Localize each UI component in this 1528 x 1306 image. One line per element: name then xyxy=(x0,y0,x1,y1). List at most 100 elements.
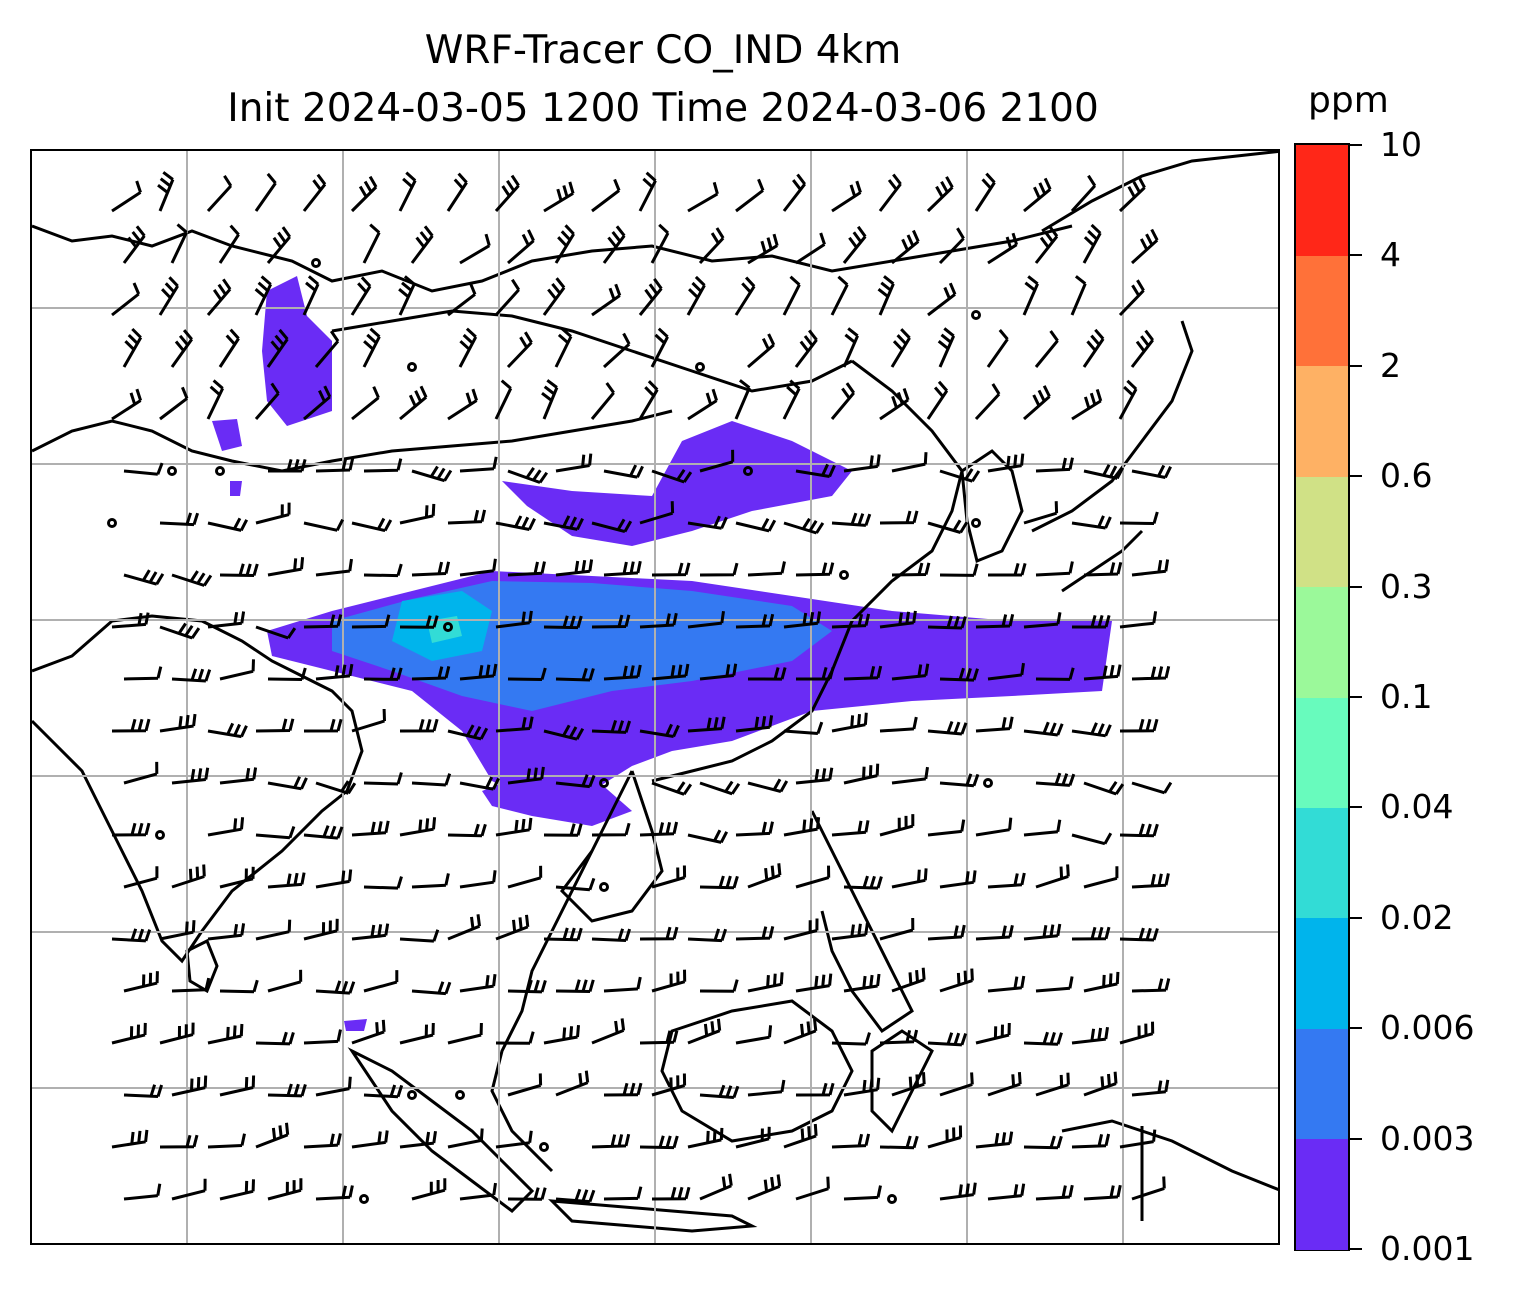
wind-barb xyxy=(267,872,306,889)
wind-barb xyxy=(399,1130,437,1149)
wind-barb xyxy=(207,1023,244,1045)
wind-barb-calm xyxy=(311,258,321,268)
wind-barb xyxy=(638,171,657,212)
wind-barb xyxy=(543,1024,580,1045)
wind-barb xyxy=(207,923,246,941)
wind-barb xyxy=(987,662,1025,681)
wind-barb xyxy=(795,1082,835,1097)
wind-barb xyxy=(207,517,249,532)
wind-barb xyxy=(590,382,615,420)
map-panel xyxy=(30,149,1280,1245)
colorbar xyxy=(1294,143,1350,1251)
wind-barb xyxy=(891,868,928,889)
wind-barb xyxy=(879,814,915,837)
wind-barb xyxy=(351,517,393,533)
wind-barb xyxy=(1131,1079,1170,1097)
colorbar-tick-label: 0.1 xyxy=(1380,677,1433,716)
colorbar-tick-label: 0.001 xyxy=(1380,1229,1475,1268)
wind-barb xyxy=(122,327,143,368)
colorbar-segment xyxy=(1296,1028,1348,1140)
plume-patch-indonesia xyxy=(344,1019,367,1031)
wind-barb-calm xyxy=(455,1090,465,1100)
wind-barb xyxy=(495,716,534,733)
wind-barb xyxy=(507,229,535,265)
wind-barb xyxy=(783,611,822,629)
colorbar-tick xyxy=(1350,1137,1362,1140)
wind-barb-calm xyxy=(599,882,609,892)
wind-barb xyxy=(938,227,965,265)
wind-barb xyxy=(399,385,428,421)
wind-barb xyxy=(411,666,451,681)
wind-barb xyxy=(1119,718,1159,733)
wind-barb xyxy=(843,763,880,785)
wind-barb xyxy=(363,772,403,786)
wind-barb xyxy=(170,223,188,264)
wind-barb xyxy=(939,563,979,577)
wind-barb xyxy=(495,817,533,837)
plume-band-north xyxy=(502,421,852,546)
wind-barb xyxy=(831,820,870,837)
wind-barb xyxy=(638,380,659,420)
wind-barb xyxy=(927,519,969,534)
wind-barb xyxy=(687,610,725,629)
wind-barb xyxy=(651,663,690,681)
wind-barb xyxy=(687,515,728,530)
wind-barb xyxy=(1118,279,1145,317)
wind-barb xyxy=(639,723,680,738)
wind-barb xyxy=(171,1075,208,1097)
plume-patch-small-west xyxy=(212,419,242,451)
wind-barb xyxy=(1119,511,1159,525)
wind-barb-calm xyxy=(443,622,453,632)
wind-barb xyxy=(877,275,895,316)
wind-barb xyxy=(747,1174,782,1201)
wind-barb xyxy=(939,968,974,993)
wind-barb xyxy=(315,1185,354,1201)
wind-barb xyxy=(111,388,143,421)
colorbar-tick-label: 0.02 xyxy=(1380,897,1454,937)
coastline-japan xyxy=(1031,320,1194,593)
wind-barb xyxy=(1023,1031,1063,1046)
wind-barb xyxy=(975,1131,1014,1149)
wind-barb xyxy=(411,561,451,577)
wind-barb xyxy=(783,517,825,535)
wind-barb xyxy=(1071,722,1112,738)
wind-barb xyxy=(1131,781,1173,795)
wind-barb xyxy=(255,919,292,941)
wind-barb xyxy=(411,873,450,889)
wind-barb xyxy=(219,563,259,577)
wind-barb xyxy=(543,724,585,741)
wind-barb xyxy=(302,275,320,316)
wind-barb xyxy=(891,967,926,993)
wind-barb xyxy=(1082,223,1102,264)
wind-barb xyxy=(447,1022,483,1045)
wind-barb xyxy=(891,663,930,681)
wind-barb xyxy=(543,823,583,837)
wind-barb xyxy=(879,716,918,733)
wind-barb xyxy=(650,327,669,368)
wind-barb xyxy=(506,331,533,369)
colorbar-tick-label: 0.3 xyxy=(1380,566,1433,606)
colorbar-tick xyxy=(1350,806,1362,809)
colorbar-segment xyxy=(1296,476,1348,588)
coastline-philippines xyxy=(810,810,914,1034)
wind-barb xyxy=(411,465,453,483)
wind-barb xyxy=(831,922,869,941)
wind-barb xyxy=(591,719,632,734)
wind-barb xyxy=(459,233,491,265)
wind-barb xyxy=(1035,561,1074,577)
wind-barb xyxy=(351,1019,386,1045)
wind-barb xyxy=(398,275,416,316)
wind-barb xyxy=(1023,923,1062,941)
wind-barb xyxy=(939,468,981,483)
wind-barb-calm xyxy=(983,778,993,788)
wind-barb xyxy=(603,976,642,993)
wind-barb xyxy=(879,610,917,629)
wind-barb xyxy=(254,172,277,212)
wind-barb xyxy=(543,515,584,531)
wind-barb xyxy=(843,1077,881,1097)
colorbar-tick-label: 0.003 xyxy=(1380,1118,1475,1158)
wind-barbs-layer xyxy=(107,171,1173,1204)
wind-barb xyxy=(591,283,622,317)
wind-barb xyxy=(507,865,543,889)
wind-barb xyxy=(507,467,549,484)
